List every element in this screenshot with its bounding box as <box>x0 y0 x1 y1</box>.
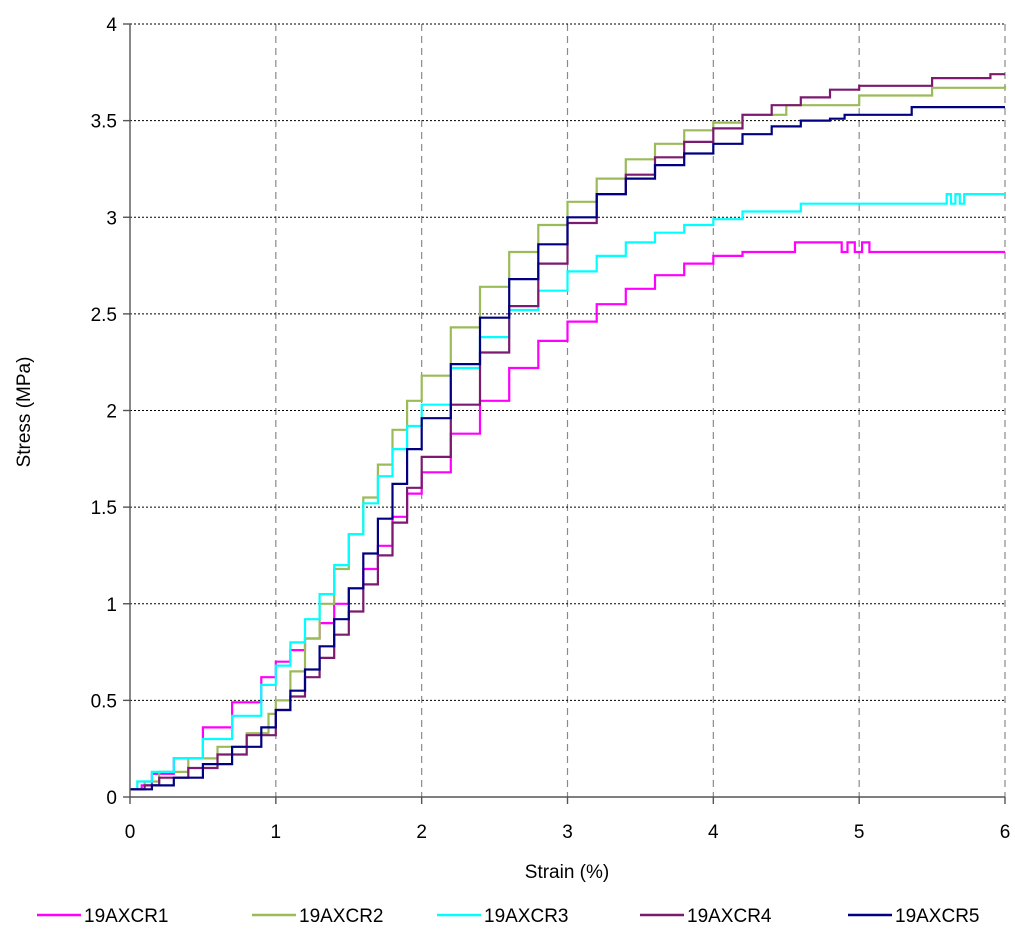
y-tick-label: 3 <box>106 208 117 229</box>
y-tick-label: 2 <box>106 402 117 423</box>
legend-label-19AXCR1: 19AXCR1 <box>84 906 169 927</box>
y-tick-label: 4 <box>106 15 117 36</box>
y-axis-title: Stress (MPa) <box>14 357 35 468</box>
legend-label-19AXCR3: 19AXCR3 <box>484 906 569 927</box>
y-tick-label: 1 <box>106 595 117 616</box>
x-axis-title: Strain (%) <box>525 862 609 883</box>
y-tick-label: 3.5 <box>91 112 117 133</box>
x-tick-label: 2 <box>416 822 427 843</box>
series-lines <box>130 73 1007 791</box>
y-tick-label: 0.5 <box>91 691 117 712</box>
x-tick-label: 0 <box>125 822 136 843</box>
y-tick-label: 1.5 <box>91 498 117 519</box>
x-tick-label: 5 <box>854 822 865 843</box>
x-tick-label: 1 <box>271 822 282 843</box>
tick-labels: 0 0.5 1 1.5 2 2.5 3 3.5 4 0 1 2 3 4 5 6 <box>91 15 1011 843</box>
legend-label-19AXCR4: 19AXCR4 <box>687 906 772 927</box>
y-tick-label: 2.5 <box>91 305 117 326</box>
axes <box>123 23 1006 804</box>
legend: 19AXCR1 19AXCR2 19AXCR3 19AXCR4 19AXCR5 <box>37 906 980 927</box>
series-line-19AXCR4 <box>130 73 1005 791</box>
legend-label-19AXCR5: 19AXCR5 <box>895 906 980 927</box>
x-tick-label: 6 <box>1000 822 1011 843</box>
series-line-19AXCR5 <box>130 106 1005 791</box>
x-tick-label: 4 <box>708 822 719 843</box>
x-tick-label: 3 <box>562 822 573 843</box>
legend-label-19AXCR2: 19AXCR2 <box>299 906 384 927</box>
y-tick-label: 0 <box>106 788 117 809</box>
